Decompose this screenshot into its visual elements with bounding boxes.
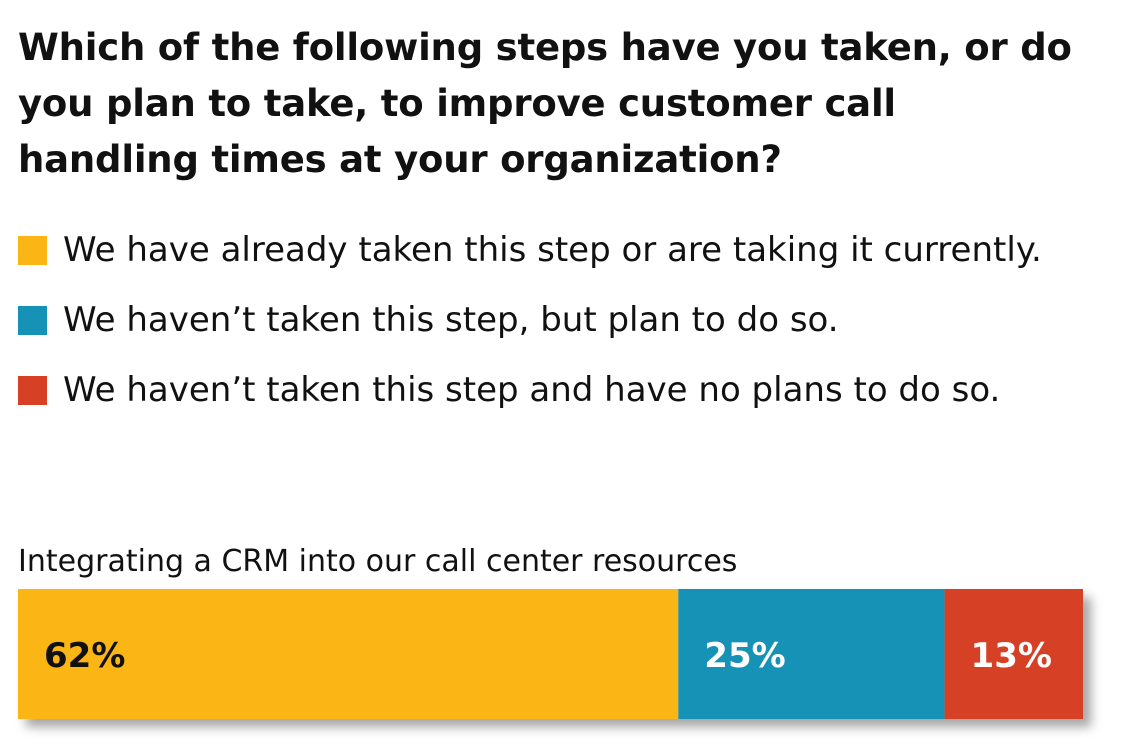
data-label-no-plans: 13% bbox=[971, 636, 1052, 676]
legend-item-no-plans: We haven’t taken this step and have no p… bbox=[18, 364, 1108, 416]
chart-legend: We have already taken this step or are t… bbox=[18, 224, 1108, 434]
legend-swatch-taken bbox=[18, 236, 47, 265]
legend-label-taken: We have already taken this step or are t… bbox=[63, 230, 1042, 270]
bar-segment-no-plans bbox=[944, 589, 1083, 719]
bar-segment-taken bbox=[18, 589, 679, 719]
data-label-taken: 62% bbox=[44, 636, 125, 676]
legend-label-planned: We haven’t taken this step, but plan to … bbox=[63, 300, 839, 340]
legend-item-planned: We haven’t taken this step, but plan to … bbox=[18, 294, 1108, 346]
legend-label-no-plans: We haven’t taken this step and have no p… bbox=[63, 370, 1001, 410]
stacked-bar: 62% 25% 13% bbox=[18, 589, 1083, 719]
chart-title: Which of the following steps have you ta… bbox=[18, 26, 1072, 181]
category-label: Integrating a CRM into our call center r… bbox=[18, 544, 738, 579]
stacked-bar-svg: 62% 25% 13% bbox=[18, 589, 1083, 719]
data-label-planned: 25% bbox=[704, 636, 785, 676]
bar-segment-planned bbox=[678, 589, 945, 719]
legend-swatch-no-plans bbox=[18, 376, 47, 405]
legend-item-taken: We have already taken this step or are t… bbox=[18, 224, 1108, 276]
legend-swatch-planned bbox=[18, 306, 47, 335]
